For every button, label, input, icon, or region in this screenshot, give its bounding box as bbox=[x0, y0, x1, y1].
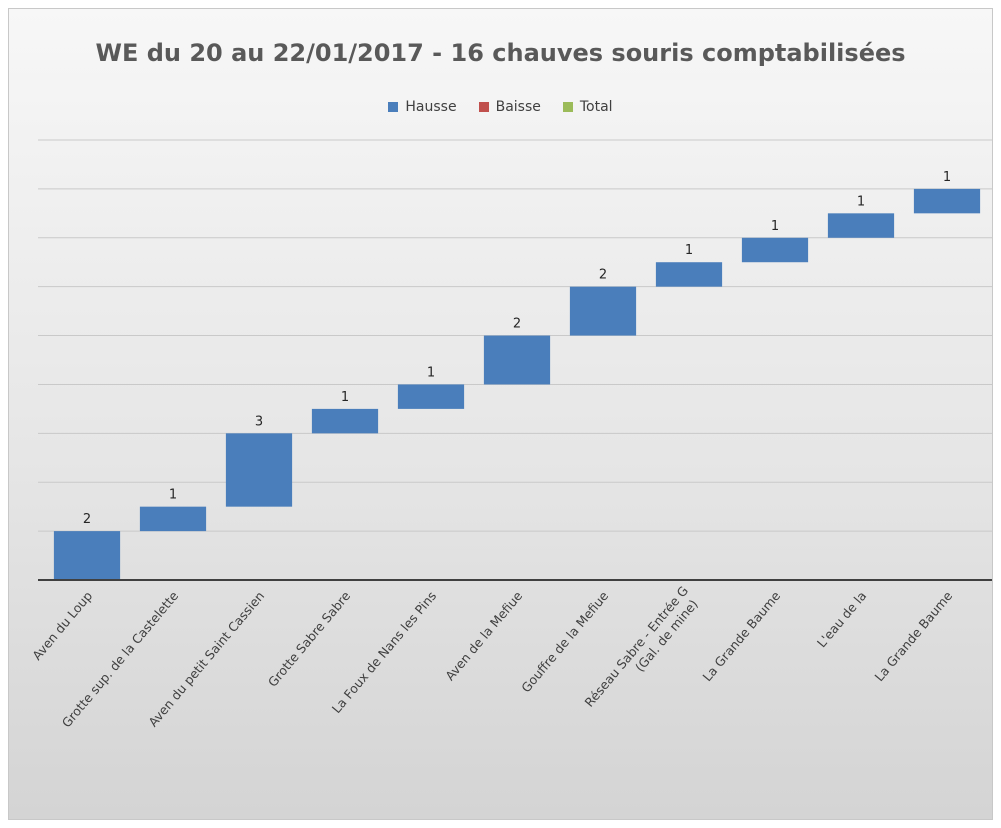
legend-label-hausse: Hausse bbox=[405, 99, 457, 115]
legend-label-baisse: Baisse bbox=[495, 99, 541, 115]
chart-title: WE du 20 au 22/01/2017 - 16 chauves sour… bbox=[95, 39, 906, 67]
data-label: 1 bbox=[685, 243, 693, 258]
waterfall-bar bbox=[827, 213, 895, 238]
waterfall-bar bbox=[741, 237, 809, 263]
data-label: 1 bbox=[857, 194, 865, 209]
waterfall-bar bbox=[53, 531, 121, 580]
legend-item-baisse: Baisse bbox=[478, 99, 541, 115]
data-label: 2 bbox=[513, 317, 521, 332]
legend-swatch-total bbox=[562, 102, 573, 112]
category-label: L'eau de la bbox=[814, 588, 869, 650]
category-label: La Foux de Nans les Pins bbox=[329, 588, 440, 716]
legend: Hausse Baisse Total bbox=[9, 99, 992, 115]
category-label: Aven du Loup bbox=[29, 588, 95, 663]
data-label: 1 bbox=[943, 170, 951, 185]
legend-swatch-hausse bbox=[388, 102, 399, 112]
legend-swatch-baisse bbox=[478, 102, 489, 112]
waterfall-bar bbox=[913, 188, 981, 214]
data-label: 3 bbox=[255, 414, 263, 429]
data-label: 1 bbox=[771, 219, 779, 234]
data-label: 1 bbox=[341, 390, 349, 405]
category-label: Aven de la Mefiue bbox=[442, 588, 525, 683]
chart-area: WE du 20 au 22/01/2017 - 16 chauves sour… bbox=[8, 8, 993, 820]
waterfall-bar bbox=[397, 384, 465, 409]
waterfall-bar bbox=[311, 408, 379, 434]
category-label: Grotte Sabre Sabre bbox=[265, 588, 354, 690]
category-label: La Grande Baume bbox=[699, 588, 783, 684]
waterfall-bar bbox=[139, 506, 207, 532]
waterfall-bar bbox=[225, 433, 293, 507]
waterfall-bar bbox=[569, 286, 637, 336]
data-label: 1 bbox=[169, 488, 177, 503]
legend-item-total: Total bbox=[562, 99, 613, 115]
legend-label-total: Total bbox=[579, 99, 613, 115]
legend-item-hausse: Hausse bbox=[388, 99, 457, 115]
data-label: 2 bbox=[83, 512, 91, 527]
waterfall-bar bbox=[655, 262, 723, 287]
category-label: Gouffre de la Mefiue bbox=[518, 588, 611, 695]
data-label: 1 bbox=[427, 365, 435, 380]
waterfall-bar bbox=[483, 335, 551, 385]
data-label: 2 bbox=[599, 268, 607, 283]
category-label: La Grande Baume bbox=[871, 588, 955, 684]
